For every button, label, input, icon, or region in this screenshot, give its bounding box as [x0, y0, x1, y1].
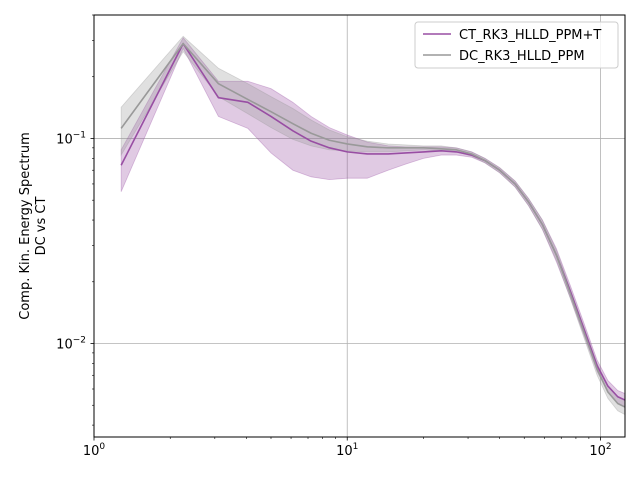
axes-frame — [93, 14, 626, 438]
y-tick-label: 10−2 — [56, 336, 86, 353]
x-tick-label: 101 — [336, 442, 358, 459]
y-tick-label: 10−1 — [56, 130, 86, 147]
plot-area — [93, 15, 626, 437]
tick-label-layer: 100 101 102 10−2 10−1 — [56, 130, 611, 459]
x-tick-label: 100 — [83, 442, 106, 459]
legend-label-1: CT_RK3_HLLD_PPM+T — [459, 28, 601, 43]
legend: CT_RK3_HLLD_PPM+T DC_RK3_HLLD_PPM — [414, 21, 619, 69]
series-line-2 — [120, 42, 626, 408]
series-line-1 — [120, 42, 626, 401]
line-layer — [120, 42, 626, 408]
legend-label-2: DC_RK3_HLLD_PPM — [459, 49, 585, 64]
legend-box — [414, 21, 619, 69]
x-tick-label: 102 — [589, 442, 611, 459]
tick-layer — [90, 14, 601, 441]
y-axis-label: Comp. Kin. Energy SpectrumDC vs CT — [18, 132, 49, 320]
